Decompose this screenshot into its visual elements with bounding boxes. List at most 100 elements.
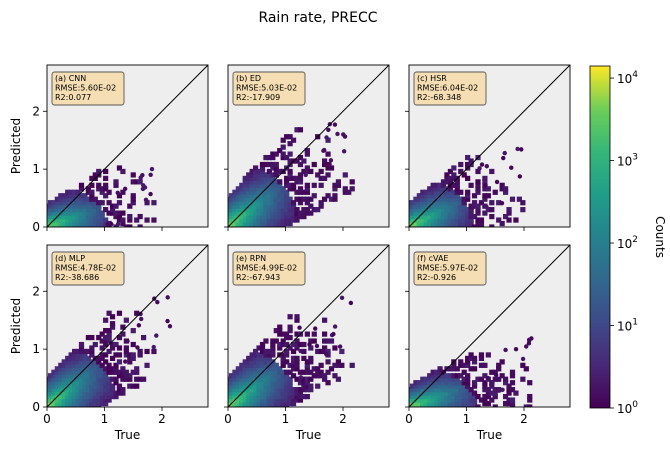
hexbin-cell: [85, 387, 91, 393]
hexbin-cell: [75, 213, 81, 220]
hexbin-cell: [297, 172, 304, 178]
hexbin-cell: [263, 387, 269, 393]
hexbin-cell: [444, 203, 450, 209]
hexbin-cell: [458, 196, 464, 202]
hexbin-cell: [232, 393, 238, 400]
hexbin-cell: [270, 390, 276, 396]
hexbin-cell: [259, 352, 266, 358]
hexbin-cell: [277, 393, 283, 400]
hexbin-cell: [99, 400, 105, 407]
hexbin-cell: [99, 366, 105, 372]
rmse-label: RMSE:6.04E-02: [417, 84, 478, 93]
hexbin-cell: [137, 179, 143, 185]
hexbin-cell: [409, 383, 416, 389]
hexbin-cell: [489, 390, 495, 396]
hexbin-cell: [109, 207, 116, 213]
hexbin-cell: [294, 175, 300, 181]
hexbin-cell: [68, 362, 74, 368]
hexbin-cell: [89, 380, 95, 386]
hexbin-cell: [96, 200, 102, 206]
y-axis-label: Predicted: [9, 298, 23, 354]
hexbin-cell: [127, 376, 133, 382]
hexbin-cell: [72, 189, 78, 195]
hexbin-cell: [270, 341, 276, 348]
hexbin-cell: [113, 210, 119, 216]
hexbin-cell: [294, 179, 300, 185]
hexbin-cell: [277, 383, 283, 389]
hexbin-cell: [263, 352, 269, 358]
hexbin-cell: [75, 352, 81, 358]
hexbin-cell: [420, 220, 426, 227]
hexbin-cell: [263, 400, 269, 407]
hexbin-cell: [72, 355, 78, 361]
hexbin-cell: [65, 369, 71, 375]
hexbin-cell: [249, 369, 255, 375]
hexbin-cell: [458, 400, 464, 407]
hexbin-cell: [444, 175, 450, 181]
hexbin-cell: [253, 397, 259, 403]
hexbin-cell: [492, 404, 498, 407]
hexbin-cell: [228, 373, 235, 379]
hexbin-cell: [478, 376, 485, 382]
hexbin-cell: [434, 182, 440, 188]
hexbin-cell: [249, 387, 255, 393]
hexbin-cell: [92, 341, 98, 348]
hexbin-cell: [99, 352, 105, 358]
hexbin-cell: [259, 213, 266, 220]
hexbin-cell: [273, 186, 279, 192]
hexbin-cell: [68, 210, 74, 216]
hexbin-cell: [109, 387, 116, 393]
hexbin-cell: [444, 189, 450, 195]
hexbin-cell: [232, 369, 238, 375]
hexbin-cell: [75, 362, 81, 368]
hexbin-cell: [249, 390, 255, 396]
hexbin-cell: [89, 213, 95, 220]
hexbin-cell: [96, 390, 102, 396]
hexbin-cell: [304, 200, 310, 206]
hexbin-cell: [246, 175, 252, 181]
hexbin-cell: [461, 362, 467, 368]
outlier-point: [332, 324, 338, 329]
hexbin-cell: [242, 376, 248, 382]
hexbin-cell: [266, 383, 272, 389]
hexbin-cell: [259, 355, 266, 361]
hexbin-cell: [266, 355, 272, 361]
hexbin-cell: [68, 352, 74, 358]
hexbin-cell: [106, 189, 112, 195]
hexbin-cell: [253, 373, 259, 379]
hexbin-cell: [127, 352, 133, 358]
hexbin-cell: [109, 203, 116, 209]
hexbin-cell: [249, 179, 255, 185]
hexbin-cell: [99, 213, 105, 220]
hexbin-cell: [499, 220, 505, 227]
hexbin-cell: [468, 217, 474, 223]
hexbin-cell: [277, 189, 283, 195]
hexbin-cell: [242, 213, 248, 220]
hexbin-cell: [239, 213, 245, 220]
hexbin-cell: [239, 189, 245, 195]
hexbin-cell: [465, 400, 471, 407]
y-tick-label: 0: [32, 220, 40, 234]
hexbin-cell: [235, 207, 241, 213]
hexbin-cell: [290, 207, 297, 213]
hexbin-cell: [297, 213, 304, 220]
hexbin-cell: [427, 186, 433, 192]
hexbin-cell: [242, 369, 248, 375]
hexbin-cell: [315, 369, 321, 375]
hexbin-cell: [246, 373, 252, 379]
hexbin-cell: [503, 189, 509, 195]
hexbin-cell: [290, 362, 297, 368]
hexbin-cell: [454, 387, 460, 393]
hexbin-cell: [89, 207, 95, 213]
hexbin-cell: [427, 373, 433, 379]
hexbin-cell: [434, 397, 440, 403]
hexbin-cell: [440, 213, 447, 220]
hexbin-cell: [235, 373, 241, 379]
hexbin-cell: [96, 373, 102, 379]
hexbin-cell: [315, 366, 321, 372]
hexbin-cell: [304, 383, 310, 389]
hexbin-cell: [322, 345, 328, 351]
hexbin-cell: [301, 341, 307, 348]
hexbin-cell: [409, 390, 416, 396]
